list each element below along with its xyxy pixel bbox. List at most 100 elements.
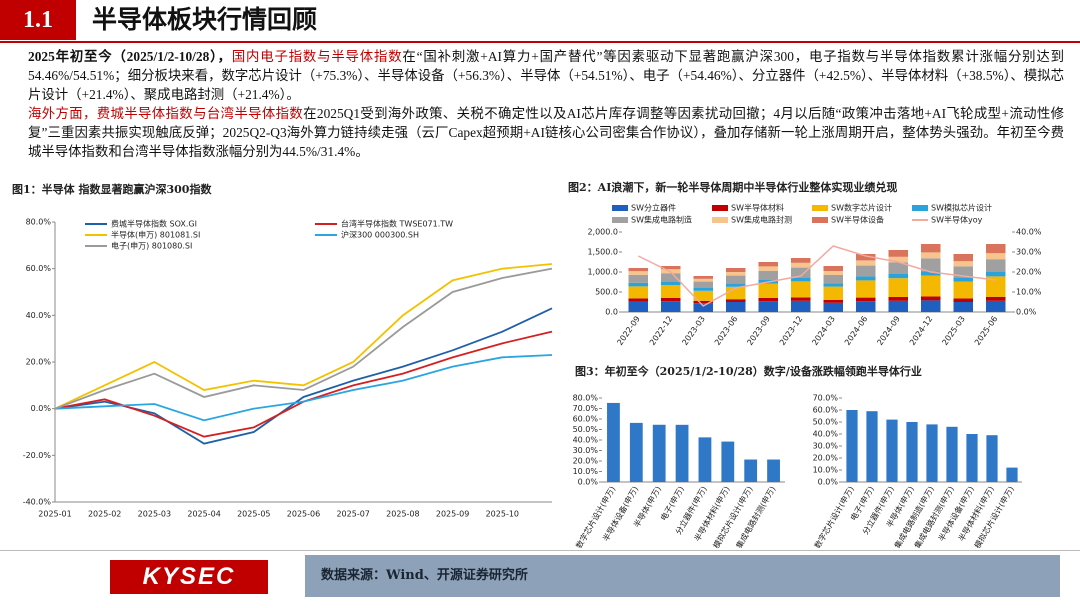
bar-segment (693, 281, 713, 288)
x-tick-label: 2025-03 (940, 314, 967, 347)
chart-title: 图2：AI浪潮下，新一轮半导体周期中半导体行业整体实现业绩兑现 (568, 180, 897, 194)
y-tick-label: 40.0% (573, 436, 599, 445)
x-tick-label: 2024-03 (810, 314, 837, 347)
y-tick-label: 40.0% (26, 311, 52, 320)
header-rule (0, 41, 1080, 43)
x-tick-label: 2025-08 (386, 510, 419, 519)
bar-segment (693, 278, 713, 282)
bar-segment (661, 298, 681, 302)
bar-segment (823, 286, 843, 300)
charts: 图1：半导体 指数显著跑赢沪深300指数 -40.0% -20.0% 0.0% 20.0… (12, 180, 1042, 548)
x-tick-label: 2025-07 (336, 510, 369, 519)
bar (721, 441, 735, 482)
y-tick-label: 0.0% (578, 478, 599, 487)
bar-segment (758, 270, 778, 280)
bar-segment (823, 266, 843, 271)
section-title: 半导体板块行情回顾 (92, 5, 318, 34)
text: 海外方面，费城半导体指数与台湾半导体指数 (28, 106, 304, 121)
legend-swatch (712, 217, 728, 223)
bar-segment (758, 266, 778, 271)
bar-segment (856, 301, 876, 312)
y-tick-label: 70.0% (573, 404, 599, 413)
legend-swatch (612, 217, 628, 223)
bar-segment (661, 301, 681, 312)
y-tick-label: -40.0% (23, 498, 52, 507)
series-line (54, 307, 553, 445)
legend-swatch (612, 205, 628, 211)
bar-segment (791, 262, 811, 268)
series-line (637, 245, 996, 307)
bar-segment (986, 259, 1006, 272)
bar-segment (661, 273, 681, 282)
bar-segment (791, 281, 811, 298)
y-tick-label: 0.0 (605, 308, 618, 317)
bar-segment (628, 298, 648, 302)
x-tick-label: 2025-02 (88, 510, 121, 519)
bar (906, 422, 918, 482)
legend-label: SW半导体yoy (931, 215, 983, 225)
bar (629, 422, 643, 482)
y-tick-label: 10.0% (1016, 288, 1042, 297)
y-tick-label: 1,000.0 (587, 268, 618, 277)
y-tick-label: 80.0% (573, 394, 599, 403)
legend-label: SW半导体材料 (731, 203, 784, 213)
bar-segment (693, 290, 713, 301)
bar-segment (726, 302, 746, 312)
series-line (54, 263, 553, 410)
legend-label: 半导体(申万) 801081.SI (111, 230, 200, 240)
bar-segment (791, 258, 811, 263)
series-line (54, 354, 553, 422)
bar-segment (888, 297, 908, 301)
bar-segment (921, 252, 941, 259)
bar-segment (628, 282, 648, 287)
bar-segment (693, 303, 713, 312)
x-tick-label: 2024-12 (908, 314, 935, 347)
bar-segment (758, 283, 778, 298)
series-line (54, 330, 553, 438)
bar-segment (856, 265, 876, 277)
legend-swatch (712, 205, 728, 211)
bar-segment (921, 275, 941, 297)
y-tick-label: 10.0% (573, 467, 599, 476)
bar-segment (661, 281, 681, 286)
legend-label: 台湾半导体指数 TWSE071.TW (341, 219, 453, 229)
section-number: 1.1 (0, 0, 76, 40)
bar-segment (921, 296, 941, 301)
summary-text: 2025年初至今（2025/1/2-10/28），国内电子指数与半导体指数在“国… (28, 47, 1064, 161)
bar-segment (726, 272, 746, 276)
bar-segment (693, 288, 713, 291)
logo: KYSEC (110, 560, 268, 594)
x-tick-label: 2023-06 (713, 314, 740, 347)
footer-rule (0, 550, 1080, 551)
chart-title: 图1：半导体 指数显著跑赢沪深300指数 (12, 182, 212, 196)
text: 在“国补刺激+AI算力+国产替代”等因素驱动下显著跑赢沪深300，电子指数与半导… (28, 49, 1065, 102)
bar-segment (953, 298, 973, 302)
source-note: 数据来源：Wind、开源证券研究所 (305, 555, 1060, 597)
bar-segment (953, 254, 973, 262)
x-tick-label: 2025-06 (287, 510, 320, 519)
bar-segment (856, 260, 876, 266)
bar-segment (628, 286, 648, 299)
x-tick-label: 半导体材料(申万) (956, 484, 996, 543)
x-tick-label: 2022-12 (648, 314, 675, 347)
bar-segment (856, 254, 876, 261)
bar-segment (953, 261, 973, 267)
bar-segment (921, 244, 941, 253)
y-tick-label: 2,000.0 (587, 228, 618, 237)
bar-segment (986, 276, 1006, 297)
x-tick-label: 半导体设备(申万) (936, 484, 976, 543)
y-tick-label: 1,500.0 (587, 248, 618, 257)
bar-segment (856, 276, 876, 281)
x-tick-label: 2023-12 (778, 314, 805, 347)
bar (675, 424, 689, 482)
bar (1006, 467, 1018, 482)
bar-segment (856, 297, 876, 302)
legend-label: SW数字芯片设计 (831, 203, 892, 213)
bar-segment (986, 300, 1006, 312)
y-tick-label: 60.0% (813, 406, 839, 415)
bar (946, 426, 958, 482)
bar-segment (758, 262, 778, 267)
legend-swatch (812, 217, 828, 223)
bar-segment (726, 275, 746, 284)
x-tick-label: 2025-10 (486, 510, 519, 519)
